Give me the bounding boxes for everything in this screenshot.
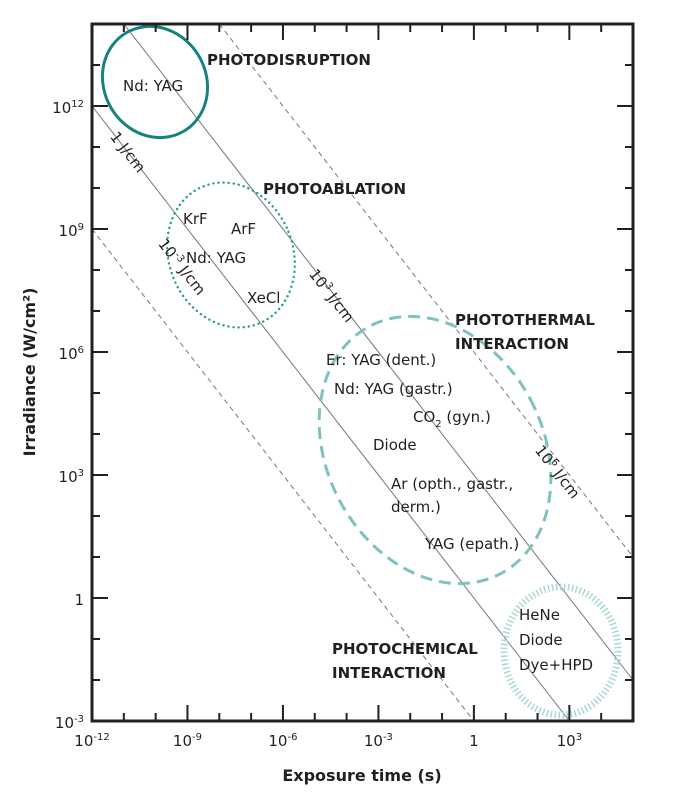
fluence-line-label: 103 J/cm: [305, 265, 358, 325]
axes: [90, 22, 635, 723]
fluence-line: [123, 23, 634, 681]
fluence-exp: 3: [322, 280, 335, 292]
fluence-lines: [91, 23, 634, 722]
fluence-unit: J/cm: [112, 136, 149, 176]
y-tick-base: 10: [59, 345, 78, 363]
y-axis-title: Irradiance (W/cm²): [20, 288, 39, 457]
x-tick-base: 10: [74, 732, 93, 750]
x-tick-label: 10-9: [173, 732, 202, 750]
y-tick-exp: 9: [78, 222, 84, 233]
fluence-exp: 6: [548, 457, 561, 469]
y-tick-base: 10: [59, 222, 78, 240]
y-tick-base: 1: [74, 591, 84, 609]
region-label-photodisruption: PHOTODISRUPTION: [207, 51, 371, 69]
x-tick-base: 10: [173, 732, 192, 750]
laser-label: ArF: [231, 220, 256, 238]
laser-label: KrF: [183, 210, 208, 228]
y-tick-label: 109: [59, 222, 84, 240]
region-label-photochemical: PHOTOCHEMICAL: [332, 640, 478, 658]
laser-label: Er: YAG (dent.): [326, 351, 436, 369]
region-label-photothermal-2: INTERACTION: [455, 335, 569, 353]
co2-base: CO: [413, 408, 435, 426]
y-tick-label: 106: [59, 345, 84, 363]
region-label-photochemical-2: INTERACTION: [332, 664, 446, 682]
x-tick-exp: -6: [287, 732, 297, 743]
laser-label: Nd: YAG: [186, 249, 246, 267]
fluence-line: [218, 23, 634, 558]
y-tick-exp: 3: [78, 468, 84, 479]
region-label-photothermal: PHOTOTHERMAL: [455, 311, 595, 329]
x-tick-base: 1: [469, 732, 479, 750]
laser-label: Nd: YAG (gastr.): [334, 380, 453, 398]
laser-label: Ar (opth., gastr.,: [391, 475, 513, 493]
x-tick-exp: -9: [192, 732, 202, 743]
laser-label: XeCl: [247, 289, 280, 307]
x-tick-exp: -12: [93, 732, 109, 743]
y-tick-label: 1: [74, 591, 84, 609]
x-tick-exp: -3: [383, 732, 393, 743]
y-tick-label: 103: [59, 468, 84, 486]
x-axis-title: Exposure time (s): [282, 766, 441, 785]
y-tick-exp: 6: [78, 345, 84, 356]
y-tick-exp: -3: [74, 714, 84, 725]
y-tick-exp: 12: [71, 99, 84, 110]
region-label-photoablation: PHOTOABLATION: [263, 180, 406, 198]
x-tick-label: 10-6: [268, 732, 297, 750]
x-tick-base: 10: [268, 732, 287, 750]
photochemical-ellipse: [500, 583, 622, 719]
y-tick-label: 10-3: [55, 714, 84, 732]
fluence-unit: J/cm: [321, 286, 358, 326]
laser-label: Nd: YAG: [123, 77, 183, 95]
photoablation-ellipse: [165, 181, 297, 329]
plot-frame: [90, 22, 635, 723]
fluence-line-label: 106 J/cm: [531, 442, 584, 502]
laser-label: Dye+HPD: [519, 656, 593, 674]
laser-label: Diode: [373, 436, 417, 454]
x-tick-label: 10-3: [364, 732, 393, 750]
x-tick-label: 10-12: [74, 732, 109, 750]
x-tick-exp: 3: [576, 732, 582, 743]
x-tick-label: 103: [557, 732, 582, 750]
photothermal-ellipse: [317, 314, 553, 586]
laser-label: derm.): [391, 498, 441, 516]
laser-label: YAG (epath.): [424, 535, 519, 553]
y-tick-base: 10: [59, 468, 78, 486]
x-tick-label: 1: [469, 732, 479, 750]
x-tick-base: 10: [364, 732, 383, 750]
co2-rest: (gyn.): [442, 408, 491, 426]
co2-sub: 2: [435, 419, 441, 430]
fluence-line: [91, 105, 570, 722]
fluence-line: [91, 228, 475, 722]
y-tick-base: 10: [52, 99, 71, 117]
laser-label-co2: CO2 (gyn.): [413, 408, 491, 430]
laser-label: HeNe: [519, 606, 560, 624]
photodisruption-ellipse: [100, 24, 210, 140]
y-tick-base: 10: [55, 714, 74, 732]
laser-label: Diode: [519, 631, 563, 649]
y-tick-label: 1012: [52, 99, 84, 117]
x-tick-base: 10: [557, 732, 576, 750]
